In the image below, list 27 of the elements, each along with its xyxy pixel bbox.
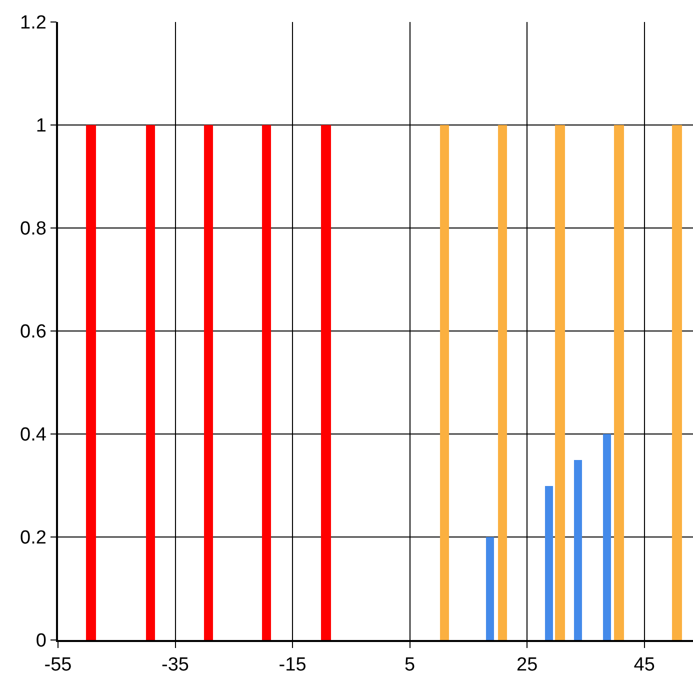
bar — [574, 460, 582, 640]
y-tick-label: 1 — [36, 116, 46, 137]
x-tick-label: -55 — [44, 654, 72, 676]
x-tick-label: 5 — [404, 654, 416, 676]
bar — [146, 125, 155, 640]
x-tick-label: 45 — [634, 654, 655, 676]
bar — [86, 125, 96, 640]
bar — [486, 537, 494, 640]
bar — [545, 486, 553, 640]
y-tick-label: 1.2 — [20, 12, 46, 34]
y-tick-label: 0.6 — [20, 322, 46, 343]
bar — [440, 125, 449, 640]
bar — [498, 125, 507, 640]
bar — [204, 125, 213, 640]
bar — [262, 125, 271, 640]
bar — [672, 125, 682, 640]
bar — [603, 434, 611, 640]
bar — [321, 125, 331, 640]
y-tick-label: 0.4 — [20, 424, 47, 446]
x-tick-label: -15 — [278, 654, 306, 676]
x-tick-label: 25 — [516, 654, 538, 676]
y-tick-label: 0 — [36, 630, 46, 652]
bar — [614, 125, 624, 640]
y-tick-label: 0.8 — [20, 218, 46, 240]
x-tick-label: -35 — [162, 654, 190, 676]
bar — [555, 125, 565, 640]
y-tick-label: 0.2 — [20, 528, 46, 549]
